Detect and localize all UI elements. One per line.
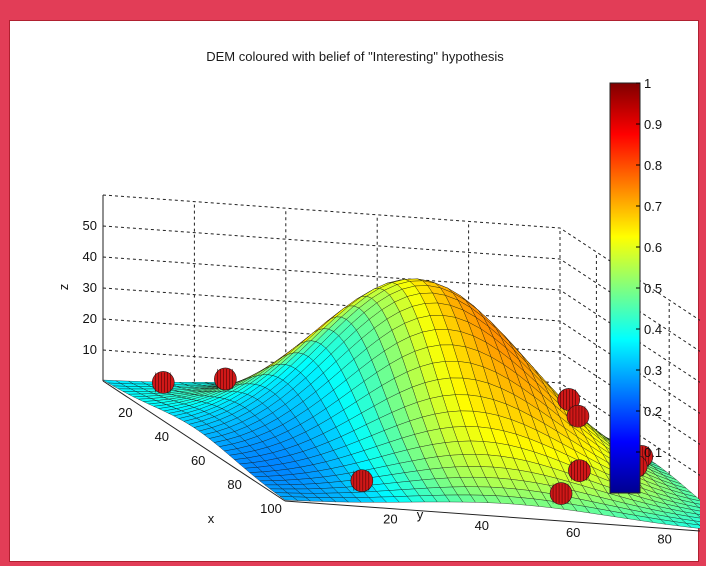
colorbar-tick-label: 0.6 <box>644 240 662 255</box>
feature-bump <box>214 367 237 391</box>
x-tick-label: 100 <box>260 501 282 516</box>
x-tick-label: 20 <box>118 405 132 420</box>
feature-bump <box>568 459 591 482</box>
colorbar: 0.1 0.2 0.3 0.4 0.5 0.6 0.7 0.8 0.9 1 <box>609 76 662 494</box>
colorbar-tick-label: 0.7 <box>644 199 662 214</box>
grid-line <box>102 287 700 414</box>
z-tick-label: 50 <box>83 218 97 233</box>
grid-line <box>102 225 700 352</box>
colorbar-tick-label: 1 <box>644 76 651 91</box>
chart-title: DEM coloured with belief of "Interesting… <box>206 49 504 64</box>
y-axis-label: y <box>417 507 424 522</box>
feature-bump <box>549 482 573 505</box>
y-axis-line <box>284 500 700 532</box>
axis-ticks: 20406080100204060801001020304050 <box>83 218 672 546</box>
colorbar-tick-label: 0.1 <box>644 445 662 460</box>
z-axis-label: z <box>56 284 71 291</box>
x-tick-label: 80 <box>227 477 241 492</box>
surface-patch <box>279 496 299 501</box>
y-tick-label: 60 <box>566 525 580 540</box>
figure-area: DEM coloured with belief of "Interesting… <box>9 20 700 562</box>
grid-line <box>102 256 700 383</box>
z-tick-label: 20 <box>83 311 97 326</box>
colorbar-tick-label: 0.9 <box>644 117 662 132</box>
x-tick-label: 40 <box>155 429 169 444</box>
z-tick-label: 40 <box>83 249 97 264</box>
x-tick-label: 60 <box>191 453 205 468</box>
feature-bump <box>350 469 374 493</box>
colorbar-tick-label: 0.5 <box>644 281 662 296</box>
colorbar-ticks: 0.1 0.2 0.3 0.4 0.5 0.6 0.7 0.8 0.9 1 <box>636 76 662 460</box>
x-axis-label: x <box>208 511 215 526</box>
colorbar-tick-label: 0.3 <box>644 363 662 378</box>
colorbar-tick-label: 0.2 <box>644 404 662 419</box>
z-tick-label: 30 <box>83 280 97 295</box>
x-axis-line <box>102 380 286 502</box>
colorbar-tick-label: 0.4 <box>644 322 662 337</box>
colorbar-tick-label: 0.8 <box>644 158 662 173</box>
feature-bump <box>151 371 175 394</box>
surface-chart: DEM coloured with belief of "Interesting… <box>56 49 700 546</box>
grid-line <box>102 349 700 476</box>
colorbar-gradient <box>609 82 641 494</box>
y-tick-label: 40 <box>475 518 489 533</box>
grid-line <box>102 318 700 445</box>
y-tick-label: 80 <box>657 531 671 546</box>
y-tick-label: 20 <box>383 512 397 527</box>
grid-line <box>102 194 700 321</box>
feature-bump <box>566 404 590 428</box>
z-tick-label: 10 <box>83 342 97 357</box>
